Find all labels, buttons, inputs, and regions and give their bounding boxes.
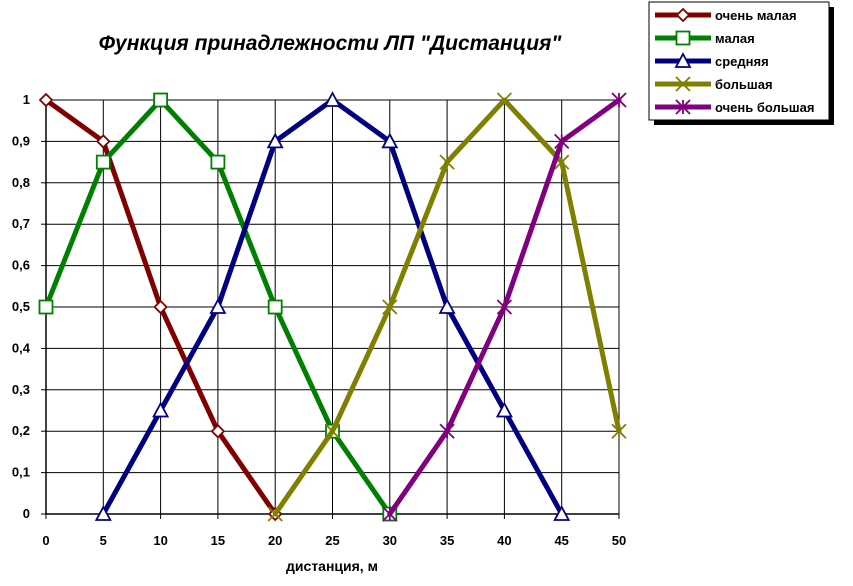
x-tick-label: 35 (440, 533, 454, 548)
data-point-x (382, 299, 398, 315)
y-tick-label: 0,3 (12, 382, 30, 397)
data-point-triangle (381, 132, 399, 149)
x-tick-label: 45 (554, 533, 568, 548)
y-tick-label: 1 (23, 92, 30, 107)
series-lines (38, 91, 627, 522)
data-point-star (611, 92, 627, 108)
data-point-x (611, 423, 627, 439)
data-point-star (439, 423, 455, 439)
data-point-triangle (94, 505, 112, 521)
data-point-triangle (553, 505, 571, 521)
y-tick-label: 0,4 (12, 340, 31, 355)
data-point-x (324, 423, 341, 439)
legend: очень малая малая средняя большая очень боль… (648, 1, 834, 125)
data-point-diamond (38, 92, 54, 108)
x-tick-label: 25 (325, 533, 339, 548)
x-axis-label: дистанция, м (286, 558, 378, 574)
data-point-diamond (210, 423, 226, 439)
y-tick-label: 0,6 (12, 258, 30, 273)
data-point-star (382, 506, 398, 522)
y-tick-label: 0,7 (12, 216, 30, 231)
y-tick-label: 0,5 (12, 299, 30, 314)
data-point-triangle (209, 298, 227, 314)
data-point-x (267, 506, 283, 522)
series-3 (267, 92, 627, 522)
data-point-x (439, 154, 455, 170)
data-point-square (153, 92, 169, 108)
data-point-diamond (153, 299, 168, 315)
data-point-square (210, 154, 226, 170)
axes: 00,10,20,30,40,50,60,70,80,910 5 10 15 20 25 3… (12, 92, 626, 548)
x-tick-label: 40 (497, 533, 511, 548)
legend-item: большая (655, 76, 773, 92)
chart-title: Функция принадлежности ЛП "Дистанция" (99, 32, 563, 55)
x-tick-label: 20 (268, 533, 282, 548)
data-point-square (95, 154, 111, 170)
legend-item: очень большая (655, 99, 814, 115)
x-tick-label: 15 (211, 533, 225, 548)
legend-label: средняя (715, 54, 769, 69)
legend-label: очень малая (715, 8, 797, 23)
legend-marker-x (675, 76, 691, 92)
x-tick-label: 30 (383, 533, 397, 548)
series-2 (94, 91, 571, 521)
legend-item: средняя (655, 52, 769, 69)
legend-marker-diamond (675, 7, 691, 23)
data-point-triangle (495, 401, 513, 418)
x-tick-label: 10 (153, 533, 167, 548)
x-tick-label: 50 (612, 533, 626, 548)
data-point-triangle (266, 132, 284, 149)
data-point-star (554, 133, 570, 150)
legend-label: большая (715, 77, 773, 92)
data-point-star (496, 299, 513, 315)
y-tick-label: 0,8 (12, 175, 30, 190)
y-tick-label: 0 (23, 506, 30, 521)
data-point-triangle (438, 298, 456, 314)
x-tick-label: 0 (42, 533, 49, 548)
legend-marker-star (675, 99, 691, 115)
legend-label: малая (715, 31, 755, 46)
x-tick-label: 5 (100, 533, 107, 548)
data-point-x (496, 92, 513, 108)
y-tick-label: 0,2 (12, 423, 30, 438)
y-tick-label: 0,1 (12, 465, 30, 480)
legend-marker-triangle (674, 52, 692, 68)
legend-item: малая (655, 30, 755, 46)
legend-marker-square (675, 30, 691, 46)
legend-item: очень малая (655, 7, 797, 23)
data-point-square (38, 299, 54, 315)
data-point-triangle (323, 91, 342, 107)
data-point-diamond (96, 134, 111, 149)
y-tick-label: 0,9 (12, 133, 30, 148)
legend-label: очень большая (715, 100, 814, 115)
grid (45, 99, 620, 515)
series-4 (382, 92, 627, 522)
data-point-square (267, 299, 283, 315)
data-point-triangle (152, 401, 170, 418)
